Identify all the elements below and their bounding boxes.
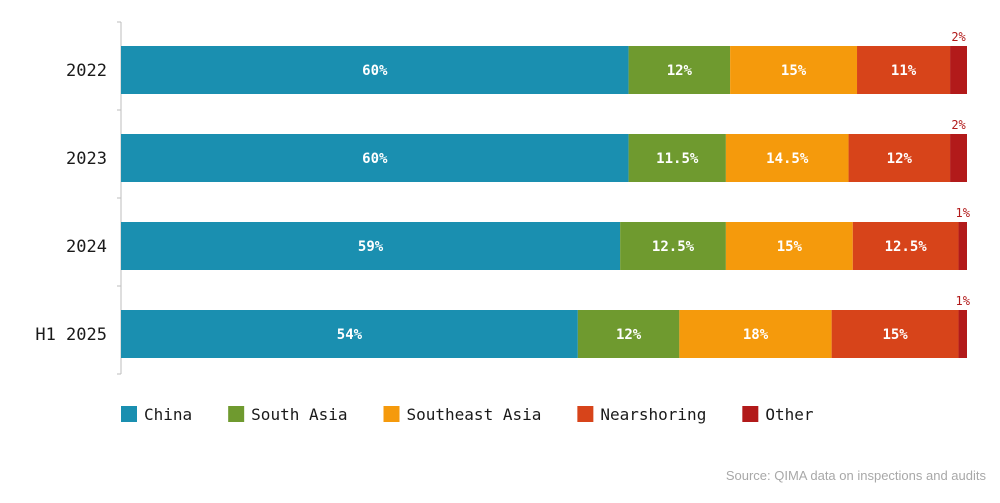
bar-segment-southeast-asia [730,46,858,94]
data-label: 12.5% [885,239,928,255]
legend-swatch [577,406,594,422]
bar-segment-southeast-asia [725,134,849,182]
bar-segment-southeast-asia [725,222,853,270]
data-label: 60% [362,63,388,79]
legend-label: Southeast Asia [407,405,542,424]
y-tick-label: 2024 [66,237,107,257]
data-label: 1% [956,206,971,220]
y-tick-label: 2022 [66,61,107,81]
legend-swatch [121,406,137,422]
data-label: 12% [616,327,642,343]
bar-segment-southeast-asia [679,310,832,358]
y-tick-label: 2023 [66,149,107,169]
bar-segment-nearshoring [848,134,951,182]
bar-segment-china [121,222,621,270]
bar-segment-south-asia [628,46,731,94]
data-label: 2% [951,30,966,44]
bar-segment-nearshoring [831,310,959,358]
data-label: 59% [358,239,384,255]
data-label: 15% [781,63,807,79]
bar-segment-nearshoring [852,222,959,270]
data-label: 12.5% [652,239,695,255]
source-note: Source: QIMA data on inspections and aud… [725,468,986,483]
y-axis: 2022 2023 2024 H1 2025 [35,21,122,375]
legend-swatch [383,406,400,422]
data-label: 15% [882,327,908,343]
data-label: 12% [667,63,693,79]
data-label: 14.5% [766,151,809,167]
data-label: 11.5% [656,151,699,167]
legend-swatch [228,406,245,422]
bar-segment-china [121,310,578,358]
data-label: 54% [337,327,363,343]
bar-segment-other [950,46,967,94]
data-label: 11% [891,63,917,79]
legend-label: China [144,405,192,424]
data-label: 1% [956,294,971,308]
legend-label: Other [765,405,814,424]
data-label: 18% [743,327,769,343]
bar-segment-south-asia [628,134,726,182]
legend-swatch [742,406,759,422]
bar-segment-other [958,310,967,358]
bar-segment-other [958,222,967,270]
legend-label: South Asia [251,405,347,424]
data-label: 15% [777,239,803,255]
bar-segment-south-asia [577,310,680,358]
data-label: 2% [951,118,966,132]
data-label: 12% [887,151,913,167]
bar-segment-nearshoring [857,46,951,94]
legend: China South Asia Southeast Asia Nearshoring… [121,405,814,424]
bar-segment-china [121,46,629,94]
bar-segment-china [121,134,629,182]
bars: 60% 12% 15% 11% 2% 60% 11.5% 14.5% 12% 2% 59% 12.5%… [121,30,971,358]
bar-segment-south-asia [620,222,726,270]
legend-label: Nearshoring [600,405,706,424]
y-tick-label: H1 2025 [35,325,107,345]
bar-segment-other [950,134,967,182]
data-label: 60% [362,151,388,167]
